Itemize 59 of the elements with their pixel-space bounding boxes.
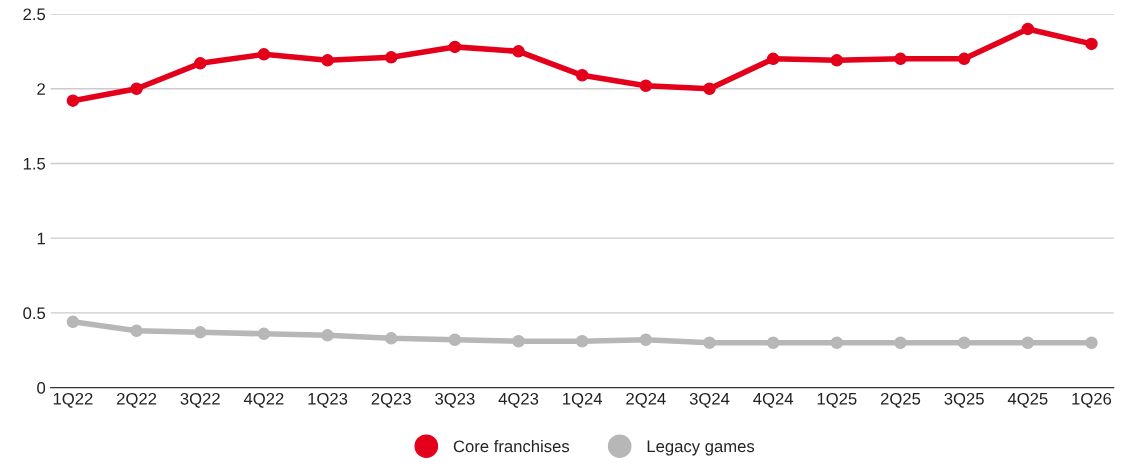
point [830,54,844,67]
x-tick-label: 4Q22 [243,392,284,408]
x-tick-label: 2Q22 [117,392,157,408]
x-tick-label: 1Q26 [1072,392,1112,408]
point [448,40,462,54]
point [894,52,907,66]
point [66,94,80,107]
y-tick-label: 2.5 [23,8,46,21]
x-tick-label: 1Q25 [817,392,857,408]
point [957,52,971,66]
point [703,336,716,350]
point [193,57,207,70]
point [703,82,716,95]
point [512,335,525,348]
x-tick-label: 1Q23 [308,392,348,408]
point [130,324,143,338]
x-tick-label: 4Q23 [498,392,539,408]
x-tick-label: 2Q24 [626,392,666,408]
point [1021,22,1035,36]
point [257,327,271,341]
legend-label: Legacy games [647,440,755,456]
point [1021,336,1035,350]
x-tick-label: 1Q24 [563,392,603,408]
point [575,69,589,82]
point [766,52,780,66]
x-tick-label: 3Q25 [944,392,984,408]
y-tick-label: 2 [37,83,45,95]
point [575,335,589,348]
x-tick-label: 4Q24 [753,392,794,408]
x-tick-label: 2Q23 [371,392,411,408]
point [894,336,907,350]
y-tick-label: 1 [37,232,45,245]
point [639,333,653,347]
x-tick-label: 1Q22 [53,392,93,408]
point [130,82,143,95]
point [1085,336,1098,350]
x-tick-label: 3Q23 [435,392,475,408]
point [321,54,334,67]
point [639,79,653,92]
point [384,51,398,64]
point [957,336,971,350]
point [448,333,462,347]
x-tick-label: 3Q22 [180,392,220,408]
point [384,332,398,345]
x-tick-label: 2Q25 [880,392,921,408]
y-tick-label: 1.5 [23,158,46,170]
point [193,326,207,339]
y-tick-label: 0 [37,382,46,394]
point [830,336,844,350]
x-tick-label: 4Q25 [1007,392,1048,408]
point [512,45,525,58]
point [257,48,271,61]
legend-label: Core franchises [453,439,570,453]
point [1085,37,1098,51]
point [321,329,334,342]
point [766,336,780,350]
x-tick-label: 3Q24 [689,392,730,408]
point [66,315,80,329]
y-tick-label: 0.5 [23,307,46,320]
